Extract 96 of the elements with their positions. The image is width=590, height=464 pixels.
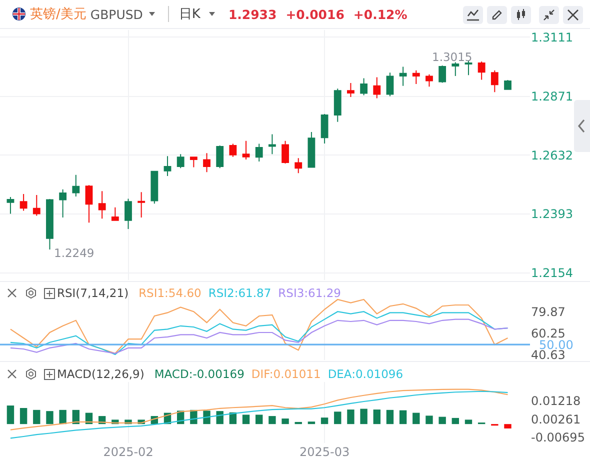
bar bbox=[20, 408, 28, 424]
x-tick-label: 2025-02 bbox=[103, 445, 154, 459]
candlestick bbox=[308, 131, 316, 168]
series-label: DEA:0.01096 bbox=[328, 367, 404, 381]
chart-title: RSI(7,14,21) bbox=[57, 286, 129, 300]
text: RSI2:61.87 bbox=[208, 286, 272, 300]
candlestick bbox=[282, 140, 289, 164]
y-tick-label: 1.2632 bbox=[531, 148, 573, 162]
candlestick bbox=[59, 188, 67, 218]
candlestick bbox=[438, 64, 446, 84]
line-series bbox=[10, 298, 508, 354]
series-label: RSI3:61.29 bbox=[278, 286, 341, 300]
candlestick bbox=[138, 192, 146, 218]
candlestick bbox=[124, 198, 132, 230]
candlestick bbox=[412, 70, 420, 84]
bar bbox=[504, 424, 512, 428]
bar bbox=[347, 410, 354, 424]
text: MACD:-0.00169 bbox=[154, 367, 244, 381]
candlestick bbox=[98, 190, 106, 220]
text: DIF:0.01011 bbox=[251, 367, 321, 381]
bar bbox=[242, 414, 250, 424]
bar bbox=[452, 418, 460, 424]
bar bbox=[268, 416, 276, 424]
bar bbox=[33, 410, 40, 424]
candlestick bbox=[85, 184, 93, 224]
y-tick-label: 1.2393 bbox=[531, 207, 573, 222]
candlestick bbox=[386, 72, 394, 97]
text: +0.0016 bbox=[286, 6, 344, 22]
candlestick bbox=[164, 156, 172, 177]
candlestick bbox=[242, 140, 250, 160]
text: +0.12% bbox=[353, 6, 408, 22]
y-tick-label: -0.00695 bbox=[531, 430, 585, 445]
candlestick bbox=[72, 174, 80, 197]
bar bbox=[256, 414, 263, 424]
candlestick bbox=[347, 82, 354, 98]
bar bbox=[282, 418, 289, 424]
chart-title: MACD(12,26,9) bbox=[57, 367, 144, 381]
bar bbox=[360, 408, 368, 424]
candlestick bbox=[176, 154, 184, 169]
y-tick-label: 0.01218 bbox=[531, 394, 581, 408]
bar bbox=[464, 420, 472, 424]
candlestick bbox=[216, 145, 224, 169]
bar bbox=[426, 416, 433, 424]
series-label: RSI1:54.60 bbox=[138, 286, 202, 300]
chart-subtitle: 日K bbox=[178, 6, 200, 23]
candlestick bbox=[464, 60, 472, 76]
chart-title: 英镑/美元 GBPUSD bbox=[30, 6, 143, 23]
candlestick bbox=[360, 78, 368, 96]
candlestick bbox=[6, 196, 14, 214]
bar bbox=[203, 410, 210, 424]
y-tick-label: 0.00261 bbox=[531, 412, 581, 426]
candlestick bbox=[490, 70, 498, 93]
bar bbox=[6, 406, 14, 424]
candlestick bbox=[229, 143, 237, 158]
text: 1.2933 bbox=[228, 6, 277, 22]
candlestick bbox=[111, 206, 119, 222]
bar bbox=[412, 412, 420, 424]
candlestick bbox=[320, 113, 328, 144]
candlestick bbox=[203, 152, 210, 173]
candlestick bbox=[20, 194, 28, 212]
bar bbox=[59, 410, 66, 424]
annotation: 1.3015 bbox=[432, 50, 472, 64]
bar bbox=[438, 416, 446, 424]
bar bbox=[320, 418, 328, 424]
annotation: 1.2249 bbox=[54, 246, 94, 260]
y-tick-label: 1.2871 bbox=[531, 89, 573, 104]
line-series bbox=[10, 318, 508, 354]
line-series bbox=[10, 390, 508, 439]
y-tick-label: 1.2154 bbox=[531, 266, 573, 280]
bar bbox=[373, 410, 380, 424]
candlestick bbox=[294, 158, 302, 174]
bar bbox=[386, 410, 394, 424]
candlestick bbox=[46, 198, 54, 250]
candlestick bbox=[32, 194, 40, 216]
bar bbox=[399, 410, 407, 424]
x-tick-label: 2025-03 bbox=[299, 445, 350, 459]
candlestick bbox=[504, 80, 512, 90]
candlestick bbox=[399, 66, 407, 86]
candlestick bbox=[478, 61, 486, 80]
y-tick-label: 1.3111 bbox=[531, 30, 573, 44]
candlestick bbox=[150, 170, 158, 204]
y-tick-label: 40.63 bbox=[531, 348, 566, 362]
candlestick bbox=[334, 88, 342, 122]
candlestick bbox=[373, 76, 381, 99]
y-tick-label: 60.25 bbox=[531, 326, 566, 341]
candlestick bbox=[255, 143, 263, 162]
y-tick-label: 79.87 bbox=[531, 304, 566, 319]
bar bbox=[294, 422, 302, 424]
candlestick bbox=[190, 156, 198, 168]
candlestick bbox=[426, 74, 433, 88]
candlestick bbox=[452, 62, 460, 77]
candlestick bbox=[268, 134, 276, 155]
bar bbox=[334, 412, 342, 424]
line-series bbox=[10, 388, 508, 430]
bar bbox=[308, 422, 316, 424]
bar bbox=[46, 411, 54, 424]
